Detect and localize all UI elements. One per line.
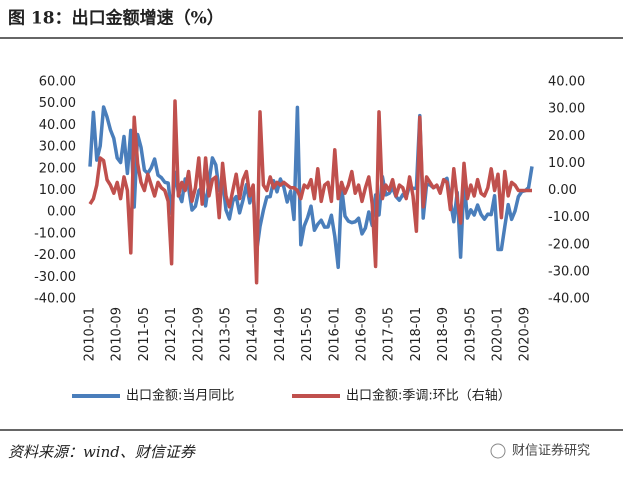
y2-tick-label: 20.00 bbox=[548, 129, 585, 144]
source: 资料来源：wind、财信证券 bbox=[8, 443, 196, 461]
x-tick-label: 2014-01 bbox=[246, 307, 261, 361]
y2-tick-label: 40.00 bbox=[548, 75, 585, 90]
series-line bbox=[88, 99, 532, 285]
y2-tick-label: 30.00 bbox=[548, 102, 585, 117]
legend-label: 出口金额:季调:环比（右轴） bbox=[346, 388, 511, 404]
y2-tick-label: -40.00 bbox=[548, 292, 590, 307]
x-tick-label: 2010-01 bbox=[83, 307, 98, 361]
y-tick-label: 10.00 bbox=[39, 183, 76, 198]
watermark: 财信证券研究 bbox=[512, 443, 590, 459]
y-tick-label: -10.00 bbox=[34, 226, 76, 241]
legend-label: 出口金额:当月同比 bbox=[126, 388, 234, 404]
y2-tick-label: -30.00 bbox=[548, 264, 590, 279]
y-tick-label: -30.00 bbox=[34, 270, 76, 285]
x-tick-label: 2014-09 bbox=[273, 307, 288, 361]
x-tick-label: 2010-09 bbox=[110, 307, 125, 361]
x-tick-label: 2018-09 bbox=[436, 307, 451, 361]
x-tick-label: 2018-01 bbox=[409, 307, 424, 361]
x-tick-label: 2019-05 bbox=[463, 307, 478, 361]
x-tick-label: 2020-01 bbox=[491, 307, 506, 361]
x-tick-label: 2012-01 bbox=[164, 307, 179, 361]
x-tick-label: 2017-05 bbox=[382, 307, 397, 361]
x-tick-label: 2011-05 bbox=[137, 307, 152, 361]
y-tick-label: -40.00 bbox=[34, 292, 76, 307]
y2-tick-label: -20.00 bbox=[548, 237, 590, 252]
chart-title: 图 18：出口金额增速（%） bbox=[8, 8, 224, 29]
y-tick-label: 40.00 bbox=[39, 118, 76, 133]
x-tick-label: 2012-09 bbox=[191, 307, 206, 361]
y2-tick-label: 10.00 bbox=[548, 156, 585, 171]
x-tick-label: 2020-09 bbox=[518, 307, 533, 361]
x-tick-label: 2016-01 bbox=[327, 307, 342, 361]
x-tick-label: 2013-05 bbox=[219, 307, 234, 361]
watermark-icon bbox=[490, 443, 506, 459]
y-tick-label: 30.00 bbox=[39, 140, 76, 155]
x-tick-label: 2015-05 bbox=[300, 307, 315, 361]
y-tick-label: 60.00 bbox=[39, 75, 76, 90]
y-tick-label: 20.00 bbox=[39, 161, 76, 176]
y-tick-label: 0.00 bbox=[47, 205, 76, 220]
y-tick-label: -20.00 bbox=[34, 248, 76, 263]
x-tick-label: 2016-09 bbox=[355, 307, 370, 361]
y-tick-label: 50.00 bbox=[39, 96, 76, 111]
y2-tick-label: -10.00 bbox=[548, 210, 590, 225]
y2-tick-label: 0.00 bbox=[548, 183, 577, 198]
